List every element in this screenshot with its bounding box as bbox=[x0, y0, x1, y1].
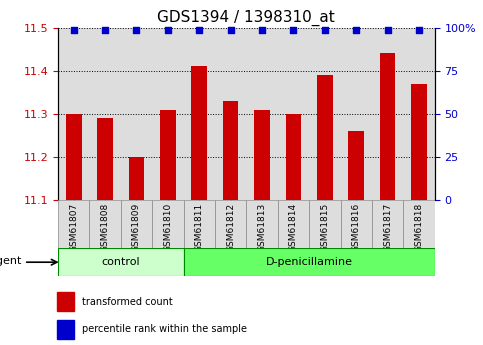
FancyBboxPatch shape bbox=[403, 200, 435, 248]
Text: GSM61817: GSM61817 bbox=[383, 203, 392, 252]
Point bbox=[290, 27, 298, 32]
Bar bbox=[215, 28, 246, 200]
Bar bbox=[58, 28, 89, 200]
Point bbox=[164, 27, 172, 32]
FancyBboxPatch shape bbox=[58, 248, 184, 276]
Title: GDS1394 / 1398310_at: GDS1394 / 1398310_at bbox=[157, 10, 335, 26]
FancyBboxPatch shape bbox=[278, 200, 309, 248]
Point bbox=[415, 27, 423, 32]
Bar bbox=[57, 292, 74, 311]
Text: transformed count: transformed count bbox=[82, 297, 173, 306]
Bar bbox=[403, 28, 435, 200]
Bar bbox=[254, 110, 270, 200]
Point bbox=[353, 27, 360, 32]
Bar bbox=[223, 101, 239, 200]
Text: GSM61818: GSM61818 bbox=[414, 203, 424, 252]
Text: control: control bbox=[101, 257, 140, 267]
Bar bbox=[246, 28, 278, 200]
Text: GSM61811: GSM61811 bbox=[195, 203, 204, 252]
Text: GSM61812: GSM61812 bbox=[226, 203, 235, 252]
Bar bbox=[411, 84, 427, 200]
Text: GSM61813: GSM61813 bbox=[257, 203, 267, 252]
FancyBboxPatch shape bbox=[184, 248, 435, 276]
Bar bbox=[128, 157, 144, 200]
Bar bbox=[372, 28, 403, 200]
Bar bbox=[191, 67, 207, 200]
FancyBboxPatch shape bbox=[309, 200, 341, 248]
Bar bbox=[57, 320, 74, 339]
Bar bbox=[97, 118, 113, 200]
Bar bbox=[66, 114, 82, 200]
Bar bbox=[121, 28, 152, 200]
FancyBboxPatch shape bbox=[184, 200, 215, 248]
FancyBboxPatch shape bbox=[89, 200, 121, 248]
Text: GSM61808: GSM61808 bbox=[100, 203, 110, 252]
Bar bbox=[89, 28, 121, 200]
Bar bbox=[184, 28, 215, 200]
Text: D-penicillamine: D-penicillamine bbox=[266, 257, 353, 267]
Bar bbox=[341, 28, 372, 200]
Bar bbox=[309, 28, 341, 200]
Bar bbox=[285, 114, 301, 200]
Point bbox=[321, 27, 328, 32]
Text: GSM61814: GSM61814 bbox=[289, 203, 298, 252]
FancyBboxPatch shape bbox=[372, 200, 403, 248]
Text: GSM61809: GSM61809 bbox=[132, 203, 141, 252]
Text: percentile rank within the sample: percentile rank within the sample bbox=[82, 325, 247, 334]
Text: GSM61807: GSM61807 bbox=[69, 203, 78, 252]
Text: GSM61810: GSM61810 bbox=[163, 203, 172, 252]
Bar bbox=[317, 75, 333, 200]
Point bbox=[258, 27, 266, 32]
Point bbox=[70, 27, 78, 32]
Point bbox=[195, 27, 203, 32]
Point bbox=[133, 27, 141, 32]
Point bbox=[227, 27, 235, 32]
Bar bbox=[160, 110, 176, 200]
Text: GSM61815: GSM61815 bbox=[320, 203, 329, 252]
Text: agent: agent bbox=[0, 256, 22, 266]
FancyBboxPatch shape bbox=[121, 200, 152, 248]
FancyBboxPatch shape bbox=[215, 200, 246, 248]
FancyBboxPatch shape bbox=[152, 200, 184, 248]
Bar bbox=[348, 131, 364, 200]
Point bbox=[101, 27, 109, 32]
FancyBboxPatch shape bbox=[58, 200, 89, 248]
FancyBboxPatch shape bbox=[341, 200, 372, 248]
Point bbox=[384, 27, 392, 32]
Bar bbox=[152, 28, 184, 200]
Text: GSM61816: GSM61816 bbox=[352, 203, 361, 252]
Bar bbox=[380, 53, 396, 200]
Bar bbox=[278, 28, 309, 200]
FancyBboxPatch shape bbox=[246, 200, 278, 248]
